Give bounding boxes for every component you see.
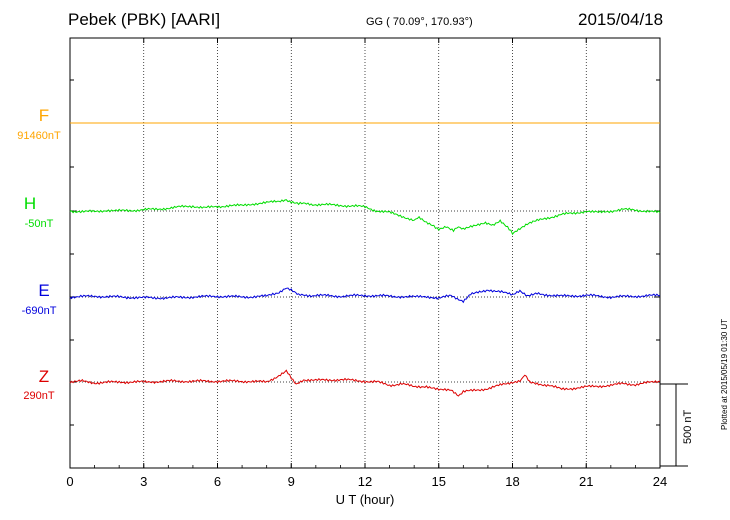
station-coordinates: GG ( 70.09°, 170.93°): [366, 16, 473, 28]
x-tick-label: 6: [214, 474, 221, 489]
x-axis-title: U T (hour): [336, 492, 395, 507]
channel-f-baseline: 91460nT: [17, 130, 61, 142]
x-tick-label: 18: [505, 474, 519, 489]
x-tick-label: 24: [653, 474, 667, 489]
channel-h-name: H: [23, 194, 37, 213]
channel-f-name: F: [38, 106, 50, 125]
channel-h-baseline: -50nT: [24, 218, 54, 230]
scale-bar-label: 500 nT: [682, 409, 694, 444]
channel-z-baseline: 290nT: [23, 390, 55, 402]
x-tick-label: 12: [358, 474, 372, 489]
channel-z-name: Z: [38, 367, 50, 386]
channel-e-name: E: [38, 281, 50, 300]
x-tick-label: 0: [66, 474, 73, 489]
plotted-timestamp: Plotted at 2015/05/19 01:30 UT: [720, 318, 729, 430]
station-title: Pebek (PBK) [AARI]: [68, 10, 221, 29]
date-label: 2015/04/18: [578, 10, 664, 29]
channel-e-baseline: -690nT: [21, 305, 57, 317]
series-line-h: [69, 199, 661, 236]
x-tick-label: 9: [288, 474, 295, 489]
x-tick-label: 21: [579, 474, 593, 489]
x-tick-label: 3: [140, 474, 147, 489]
plot-frame: [69, 37, 661, 469]
series-line-z: [69, 369, 661, 397]
x-tick-label: 15: [432, 474, 446, 489]
series-line-e: [69, 287, 661, 304]
